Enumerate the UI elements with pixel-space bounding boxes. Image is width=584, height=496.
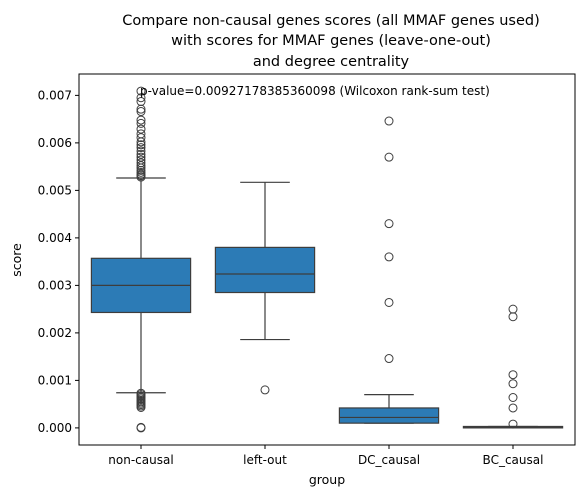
outlier-point [508,379,518,389]
outlier-point [136,115,146,125]
outlier-point [508,312,518,322]
outlier-point [136,133,146,143]
chart-title: Compare non-causal genes scores (all MMA… [122,13,540,70]
outlier-point [384,219,394,229]
outlier-point [136,93,146,103]
p-value-annotation: p-value=0.00927178385360098 (Wilcoxon ra… [140,84,490,98]
chart-title-line-2: with scores for MMAF genes (leave-one-ou… [171,33,491,49]
outlier-point [508,403,518,413]
boxes-layer [90,86,564,433]
outlier-point [384,297,394,307]
y-tick-label: 0.002 [38,326,72,340]
x-axis: non-causal left-out DC_causal BC_causal [108,445,543,467]
outlier-point [136,149,146,159]
outlier-point [136,118,146,128]
x-tick-label: BC_causal [483,453,544,467]
box-left-out [214,181,316,395]
y-tick-label: 0.004 [38,231,72,245]
chart-title-line-3: and degree centrality [253,54,410,70]
outlier-point [136,124,146,134]
outlier-point [384,116,394,126]
outlier-point [136,146,146,156]
outlier-point [508,392,518,402]
outlier-point [136,104,146,114]
box-bc-causal [462,304,564,429]
x-tick-label: DC_causal [358,453,420,467]
outlier-point [136,107,146,117]
outlier-point [136,161,146,171]
x-tick-label: non-causal [108,453,173,467]
y-tick-label: 0.003 [38,278,72,292]
outlier-point [260,385,270,395]
outlier-point [136,423,146,433]
outlier-point [508,419,518,429]
box-non-causal [90,86,192,433]
y-tick-label: 0.006 [38,136,72,150]
outlier-point [136,143,146,153]
outlier-point [384,152,394,162]
y-tick-label: 0.000 [38,421,72,435]
y-tick-label: 0.001 [38,373,72,387]
outlier-point [136,152,146,162]
x-axis-label: group [309,472,345,487]
outlier-point [136,402,146,412]
chart-title-line-1: Compare non-causal genes scores (all MMA… [122,13,540,29]
outlier-point [136,140,146,150]
x-tick-label: left-out [243,453,287,467]
box-body [338,407,440,424]
outlier-point [136,172,146,182]
outlier-point [508,370,518,380]
box-dc-causal [338,116,440,424]
outlier-point [384,354,394,364]
y-axis: 0.000 0.001 0.002 0.003 0.004 0.005 0.006 0.007 [38,88,79,435]
outlier-point [384,252,394,262]
y-tick-label: 0.005 [38,183,72,197]
outlier-point [136,86,146,96]
outlier-point [136,137,146,147]
box-body [214,246,316,294]
y-tick-label: 0.007 [38,88,72,102]
y-axis-label: score [9,243,24,277]
